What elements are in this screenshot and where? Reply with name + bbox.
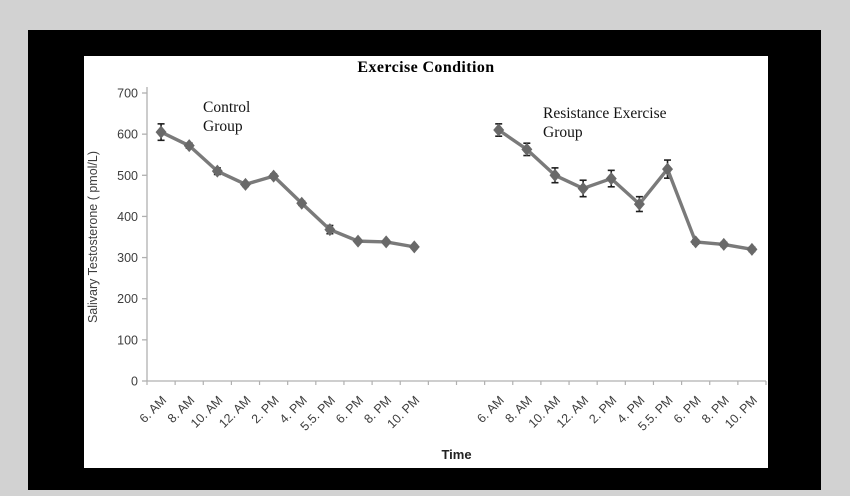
x-tick-label: 6. AM — [474, 393, 507, 426]
data-point-marker — [718, 237, 730, 251]
resistance-group-label-line1: Resistance Exercise — [543, 105, 667, 122]
x-tick-label: 2. PM — [249, 393, 282, 426]
data-point-marker — [605, 172, 617, 186]
x-tick-label: 12. AM — [554, 393, 591, 430]
data-point-marker — [155, 125, 167, 139]
chart-area: 0 100 200 300 400 500 600 700 6. AM 8. AM 10. AM 12… — [84, 56, 768, 468]
y-tick-label: 300 — [117, 251, 138, 265]
data-point-marker — [183, 139, 195, 153]
resistance-group-label: Resistance Exercise Group — [543, 104, 667, 143]
y-tick-label: 700 — [117, 87, 138, 101]
y-axis-title: Salivary Testosterone ( pmol/L) — [86, 150, 100, 324]
y-tick-label: 100 — [117, 333, 138, 347]
data-point-marker — [521, 142, 533, 156]
x-tick-label: 10. PM — [722, 393, 760, 431]
y-tick-label: 600 — [117, 128, 138, 142]
data-point-marker — [577, 181, 589, 195]
data-point-marker — [211, 164, 223, 178]
y-tick-label: 400 — [117, 210, 138, 224]
data-point-marker — [493, 123, 505, 137]
resistance-group-label-line2: Group — [543, 124, 583, 142]
control-group-label-line1: Control — [203, 99, 251, 116]
control-group-label-line2: Group — [203, 118, 243, 136]
series-line — [160, 130, 415, 249]
data-point-marker — [408, 240, 420, 254]
x-tick-label: 6. PM — [333, 393, 366, 426]
x-tick-label: 6. AM — [137, 393, 170, 426]
data-point-marker — [268, 169, 280, 183]
data-point-marker — [239, 177, 251, 191]
x-tick-label: 12. AM — [216, 393, 253, 430]
x-tick-label: 2. PM — [586, 393, 619, 426]
data-point-marker — [352, 234, 364, 248]
chart-frame: 0 100 200 300 400 500 600 700 6. AM 8. AM 10. AM 12… — [28, 30, 821, 490]
y-tick-label: 500 — [117, 169, 138, 183]
x-tick-label: 6. PM — [671, 393, 704, 426]
data-point-marker — [324, 223, 336, 237]
chart-title: Exercise Condition — [357, 59, 495, 76]
data-point-marker — [380, 235, 392, 249]
control-group-label: Control Group — [203, 98, 250, 137]
data-point-marker — [746, 242, 758, 256]
data-point-marker — [633, 197, 645, 211]
x-axis-title: Time — [441, 447, 472, 462]
data-point-marker — [690, 235, 702, 249]
data-point-marker — [662, 162, 674, 176]
y-tick-label: 0 — [131, 375, 138, 389]
data-point-marker — [549, 168, 561, 182]
data-point-marker — [296, 196, 308, 210]
y-tick-label: 200 — [117, 292, 138, 306]
x-tick-label: 10. PM — [385, 393, 423, 431]
series-line — [497, 128, 753, 252]
